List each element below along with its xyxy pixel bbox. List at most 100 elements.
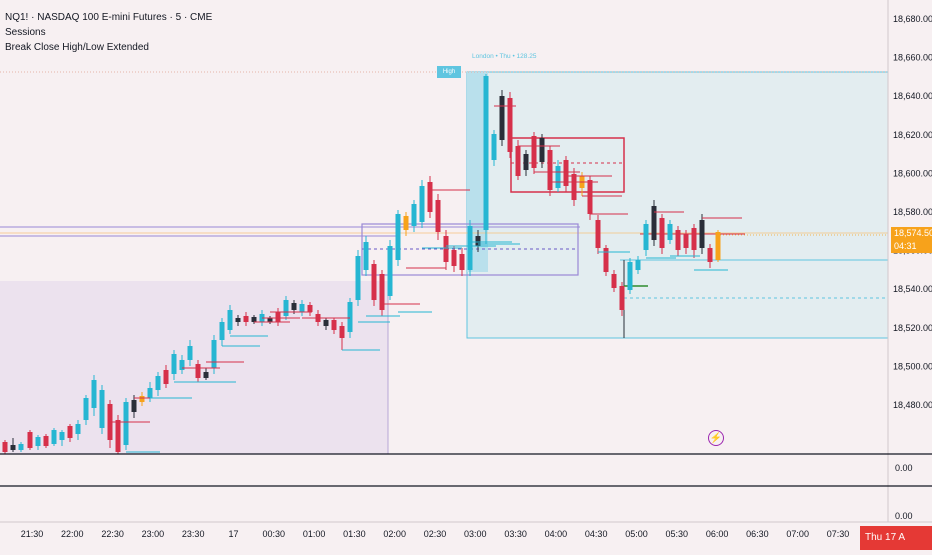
candle-body [555,166,561,188]
candle-body [619,286,625,310]
candle-body [707,248,713,262]
candle-body [499,96,505,140]
candle-body [131,400,137,412]
candle-body [219,322,225,340]
price-tick-label: 18,500.00 [893,361,932,371]
candle-body [67,426,73,438]
candle-body [339,326,345,338]
candle-body [523,154,529,170]
candle-body [179,360,185,370]
candle-body [147,388,153,398]
indicator-sessions[interactable]: Sessions [5,27,46,38]
range-box-red [510,137,625,193]
candle-body [291,303,297,310]
time-tick-label: 05:30 [666,529,689,539]
candle-body [683,234,689,248]
time-tick-label: 21:30 [21,529,44,539]
candle-body [387,246,393,296]
time-tick-label: 22:00 [61,529,84,539]
candle-body [283,300,289,316]
candle-body [547,150,553,190]
candle-body [539,138,545,162]
london-range-highlight [467,72,488,272]
time-tick-label: 22:30 [101,529,124,539]
time-tick-label: 04:30 [585,529,608,539]
candle-body [227,310,233,330]
chart-legend: NQ1! · NASDAQ 100 E-mini Futures · 5 · C… [5,10,212,55]
candle-body [243,316,249,322]
candle-body [603,248,609,272]
candle-body [611,274,617,288]
candle-body [251,317,257,322]
candle-body [379,274,385,310]
candle-body [691,228,697,250]
candle-body [467,226,473,270]
time-tick-label: 02:30 [424,529,447,539]
candle-body [459,254,465,270]
candle-body [531,136,537,168]
candle-body [139,396,145,402]
price-tick-label: 18,540.00 [893,284,932,294]
candle-body [675,230,681,250]
indicator-break-close[interactable]: Break Close High/Low Extended [5,42,149,53]
time-tick-label: 06:00 [706,529,729,539]
candle-body [451,250,457,266]
countdown-badge: 04:31 [891,240,932,253]
pane2-value: 0.00 [895,511,913,521]
candle-body [427,182,433,212]
time-tick-label: 02:00 [383,529,406,539]
candle-body [563,160,569,186]
candle-body [235,318,241,322]
time-tick-label: 05:00 [625,529,648,539]
candle-body [627,262,633,290]
candle-body [371,264,377,300]
candle-body [323,320,329,326]
time-tick-label: 04:00 [545,529,568,539]
time-axis: 21:30 22:00 22:30 23:00 23:30 17 00:30 01:00 01:… [21,529,884,539]
break-level-lines [110,105,742,453]
pane1-value: 0.00 [895,463,913,473]
candle-body [195,364,201,378]
candle-body [59,432,65,440]
price-tick-label: 18,580.00 [893,207,932,217]
candle-body [443,236,449,262]
current-price-badge: 18,574.50 [891,227,932,240]
candle-body [275,312,281,322]
time-tick-label: 06:30 [746,529,769,539]
price-tick-label: 18,640.00 [893,91,932,101]
lightning-icon[interactable]: ⚡ [708,430,724,446]
price-tick-label: 18,520.00 [893,323,932,333]
time-tick-label: 17 [228,529,238,539]
candle-body [699,220,705,248]
candle-body [715,232,721,260]
session-label: London • Thu • 128.25 [472,53,537,60]
current-date-badge: Thu 17 A [860,526,932,550]
symbol-title[interactable]: NQ1! · NASDAQ 100 E-mini Futures · 5 · C… [5,12,213,23]
time-tick-label: 01:30 [343,529,366,539]
candle-body [347,302,353,332]
candle-body [91,380,97,408]
candle-body [299,304,305,312]
candle-body [307,305,313,312]
candle-body [51,430,57,444]
candle-body [419,186,425,222]
candle-body [483,76,489,230]
candle-body [43,436,49,446]
candle-body [355,256,361,300]
candle-body [643,224,649,250]
candle-body [411,204,417,226]
candle-body [35,437,41,446]
candle-body [155,376,161,390]
price-tick-label: 18,680.00 [893,14,932,24]
candle-body [187,346,193,360]
time-tick-label: 01:00 [303,529,326,539]
time-tick-label: 23:00 [142,529,165,539]
price-tick-label: 18,660.00 [893,53,932,63]
candle-body [363,242,369,270]
price-tick-label: 18,600.00 [893,168,932,178]
candle-body [403,216,409,230]
candle-body [267,318,273,322]
candle-body [203,372,209,378]
